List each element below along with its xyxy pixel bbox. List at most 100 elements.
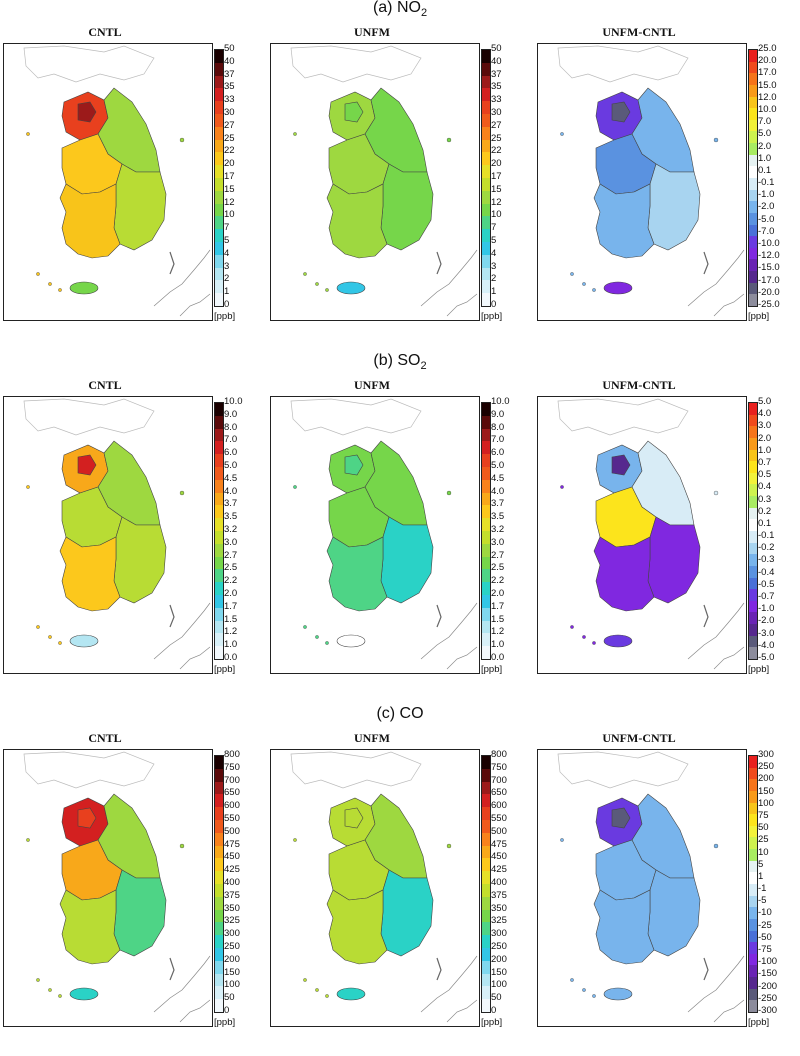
colorbar-segment: [215, 582, 223, 596]
map-frame: [3, 749, 213, 1027]
colorbar-tick-label: 3.7: [491, 498, 505, 510]
colorbar-segment: [215, 267, 223, 281]
colorbar-tick-label: 0.4: [758, 481, 772, 493]
colorbar-tick-label: 475: [224, 838, 240, 850]
colorbar-segment: [215, 531, 223, 545]
colorbar-tick-label: 9.0: [224, 408, 238, 420]
colorbar-tick-label: 4.5: [224, 472, 238, 484]
colorbar-segment: [749, 965, 757, 978]
colorbar-segment: [482, 101, 490, 115]
small-island: [582, 282, 586, 286]
colorbar-tick-label: 7: [224, 222, 230, 234]
section-title-co: (c) CO: [376, 705, 424, 722]
colorbar-segment: [215, 403, 223, 417]
colorbar-tick-label: 4.0: [758, 408, 772, 420]
region-hotspot: [344, 101, 364, 123]
colorbar-segment: [482, 620, 490, 634]
unit-label: [ppb]: [214, 1017, 236, 1028]
colorbar-segment: [749, 143, 757, 156]
colorbar-tick-label: -2.0: [758, 201, 775, 213]
colorbar-tick-label: 200: [758, 773, 774, 785]
colorbar-segment: [749, 612, 757, 625]
region-hotspot: [611, 454, 631, 476]
colorbar-tick-label: 100: [224, 979, 240, 991]
colorbar: [481, 49, 491, 307]
colorbar-tick-label: 650: [224, 787, 240, 799]
colorbar-segment: [482, 871, 490, 885]
colorbar-segment: [749, 472, 757, 485]
colorbar-tick-label: 37: [224, 68, 235, 80]
colorbar-segment: [215, 909, 223, 923]
colorbar-segment: [749, 802, 757, 815]
colorbar-tick-label: 750: [224, 761, 240, 773]
colorbar-segment: [215, 492, 223, 506]
colorbar-tick-label: 1.5: [224, 613, 238, 625]
small-island: [582, 988, 586, 992]
north-korea-outline: [23, 45, 155, 83]
small-island: [26, 838, 30, 842]
colorbar-tick-label: 0.1: [758, 517, 772, 529]
colorbar-segment: [749, 1000, 757, 1013]
colorbar-tick-label: 0: [224, 1005, 230, 1016]
colorbar-tick-label: 35: [224, 81, 235, 93]
colorbar-segment: [749, 779, 757, 792]
colorbar-segment: [749, 825, 757, 838]
jeju-island: [603, 281, 633, 295]
colorbar-tick-label: 17: [491, 171, 502, 182]
colorbar-tick-label: 5: [491, 235, 497, 246]
colorbar-segment: [482, 832, 490, 847]
region-southwest: [593, 536, 655, 612]
small-island: [570, 272, 574, 276]
colorbar-segment: [749, 860, 757, 873]
colorbar-segment: [482, 973, 490, 987]
colorbar-segment: [749, 154, 757, 167]
colorbar-segment: [215, 832, 223, 847]
region-southwest: [593, 889, 655, 965]
colorbar-tick-label: 17.0: [758, 67, 777, 79]
small-island: [315, 988, 319, 992]
colorbar-tick-label: 50: [224, 992, 235, 1004]
region-southeast: [647, 163, 701, 251]
small-island: [58, 641, 62, 645]
colorbar-tick-label: 425: [224, 864, 240, 876]
ulleung-island: [713, 490, 719, 496]
region-southeast: [113, 516, 167, 604]
map-panel-a-cntl: CNTL 50 40 37 35 33 30 27 25 22 20 17 15 12 10 7 5 4 3 2 1 0[…: [0, 25, 262, 335]
colorbar-segment: [482, 543, 490, 558]
colorbar-tick-label: 3.5: [491, 511, 505, 523]
colorbar-segment: [215, 190, 223, 205]
korea-map-a-unfm-cntl: [557, 45, 745, 317]
panel-title: CNTL: [88, 731, 122, 745]
small-island: [303, 272, 307, 276]
north-korea-outline: [290, 45, 422, 83]
small-island: [303, 625, 307, 629]
colorbar-tick-label: 5.0: [758, 396, 772, 407]
colorbar-segment: [749, 554, 757, 567]
colorbar-segment: [749, 484, 757, 497]
colorbar-tick-label: 1.0: [224, 639, 238, 651]
colorbar-tick-label: 3.2: [224, 524, 238, 535]
colorbar-tick-label: 325: [224, 915, 240, 927]
north-korea-outline: [290, 398, 422, 436]
colorbar-tick-label: 4.5: [491, 472, 505, 484]
ulleung-island: [446, 490, 452, 496]
colorbar-segment: [749, 212, 757, 226]
region-southwest: [59, 183, 121, 259]
colorbar-segment: [482, 479, 490, 494]
ulleung-island: [713, 843, 719, 849]
colorbar-segment: [215, 203, 223, 217]
colorbar-segment: [215, 884, 223, 898]
colorbar-tick-label: 300: [491, 928, 507, 940]
small-island: [570, 978, 574, 982]
colorbar-segment: [749, 236, 757, 249]
colorbar-segment: [749, 942, 757, 955]
small-island: [315, 635, 319, 639]
colorbar-tick-label: 6.0: [224, 447, 238, 459]
colorbar-tick-label: 6.0: [491, 447, 505, 459]
colorbar-tick-label: -0.5: [758, 578, 775, 590]
colorbar-tick-label: -0.2: [758, 542, 775, 554]
colorbar-tick-label: 3.0: [224, 536, 238, 548]
colorbar-segment: [482, 203, 490, 217]
region-southwest: [326, 536, 388, 612]
japan-coastline: [420, 602, 478, 670]
